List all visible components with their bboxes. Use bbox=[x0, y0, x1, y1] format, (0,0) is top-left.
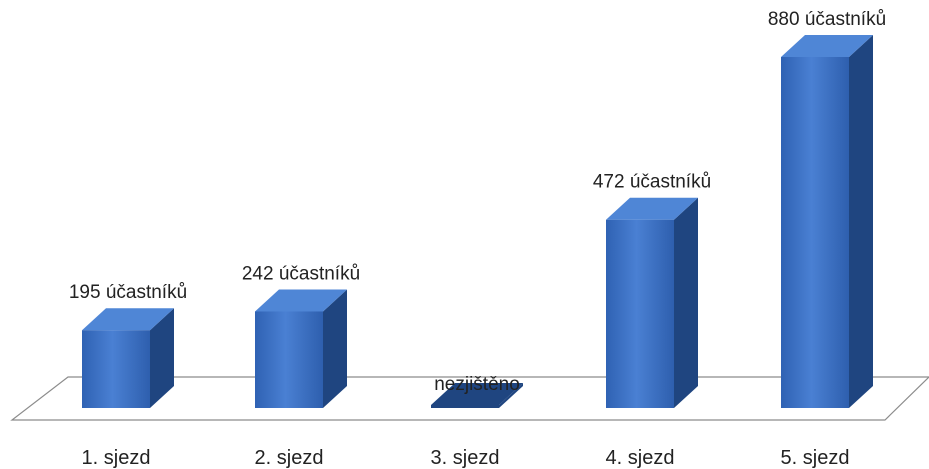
bar-side bbox=[849, 35, 873, 408]
category-label-5: 5. sjezd bbox=[781, 447, 850, 469]
bar-top bbox=[431, 383, 523, 405]
category-label-4: 4. sjezd bbox=[606, 447, 675, 469]
bar-side bbox=[674, 197, 698, 408]
bar-3 bbox=[431, 383, 523, 408]
labels-group: 195 účastníků 1. sjezd 242 účastníků 2. sje… bbox=[69, 9, 886, 469]
bars-group bbox=[82, 35, 873, 408]
bar-4 bbox=[606, 197, 698, 408]
bar-2 bbox=[255, 289, 347, 408]
bar-front bbox=[431, 405, 499, 408]
bar-side bbox=[150, 308, 174, 408]
data-label-4: 472 účastníků bbox=[593, 172, 711, 193]
bar-side bbox=[499, 383, 523, 408]
bar-side bbox=[323, 289, 347, 408]
data-label-1: 195 účastníků bbox=[69, 282, 187, 303]
data-label-2: 242 účastníků bbox=[242, 263, 360, 284]
bar-front bbox=[606, 219, 674, 408]
data-label-5: 880 účastníků bbox=[768, 9, 886, 30]
bar-1 bbox=[82, 308, 174, 408]
bar-top bbox=[781, 35, 873, 57]
bar-5 bbox=[781, 35, 873, 408]
category-label-3: 3. sjezd bbox=[431, 447, 500, 469]
data-label-3: nezjištěno bbox=[434, 374, 520, 395]
bar-front bbox=[82, 330, 150, 408]
category-label-1: 1. sjezd bbox=[82, 447, 151, 469]
bar-front bbox=[255, 311, 323, 408]
category-label-2: 2. sjezd bbox=[255, 447, 324, 469]
bar-front bbox=[781, 57, 849, 408]
bar-top bbox=[606, 197, 698, 220]
bar-top bbox=[255, 289, 347, 312]
bar-top bbox=[82, 308, 174, 331]
